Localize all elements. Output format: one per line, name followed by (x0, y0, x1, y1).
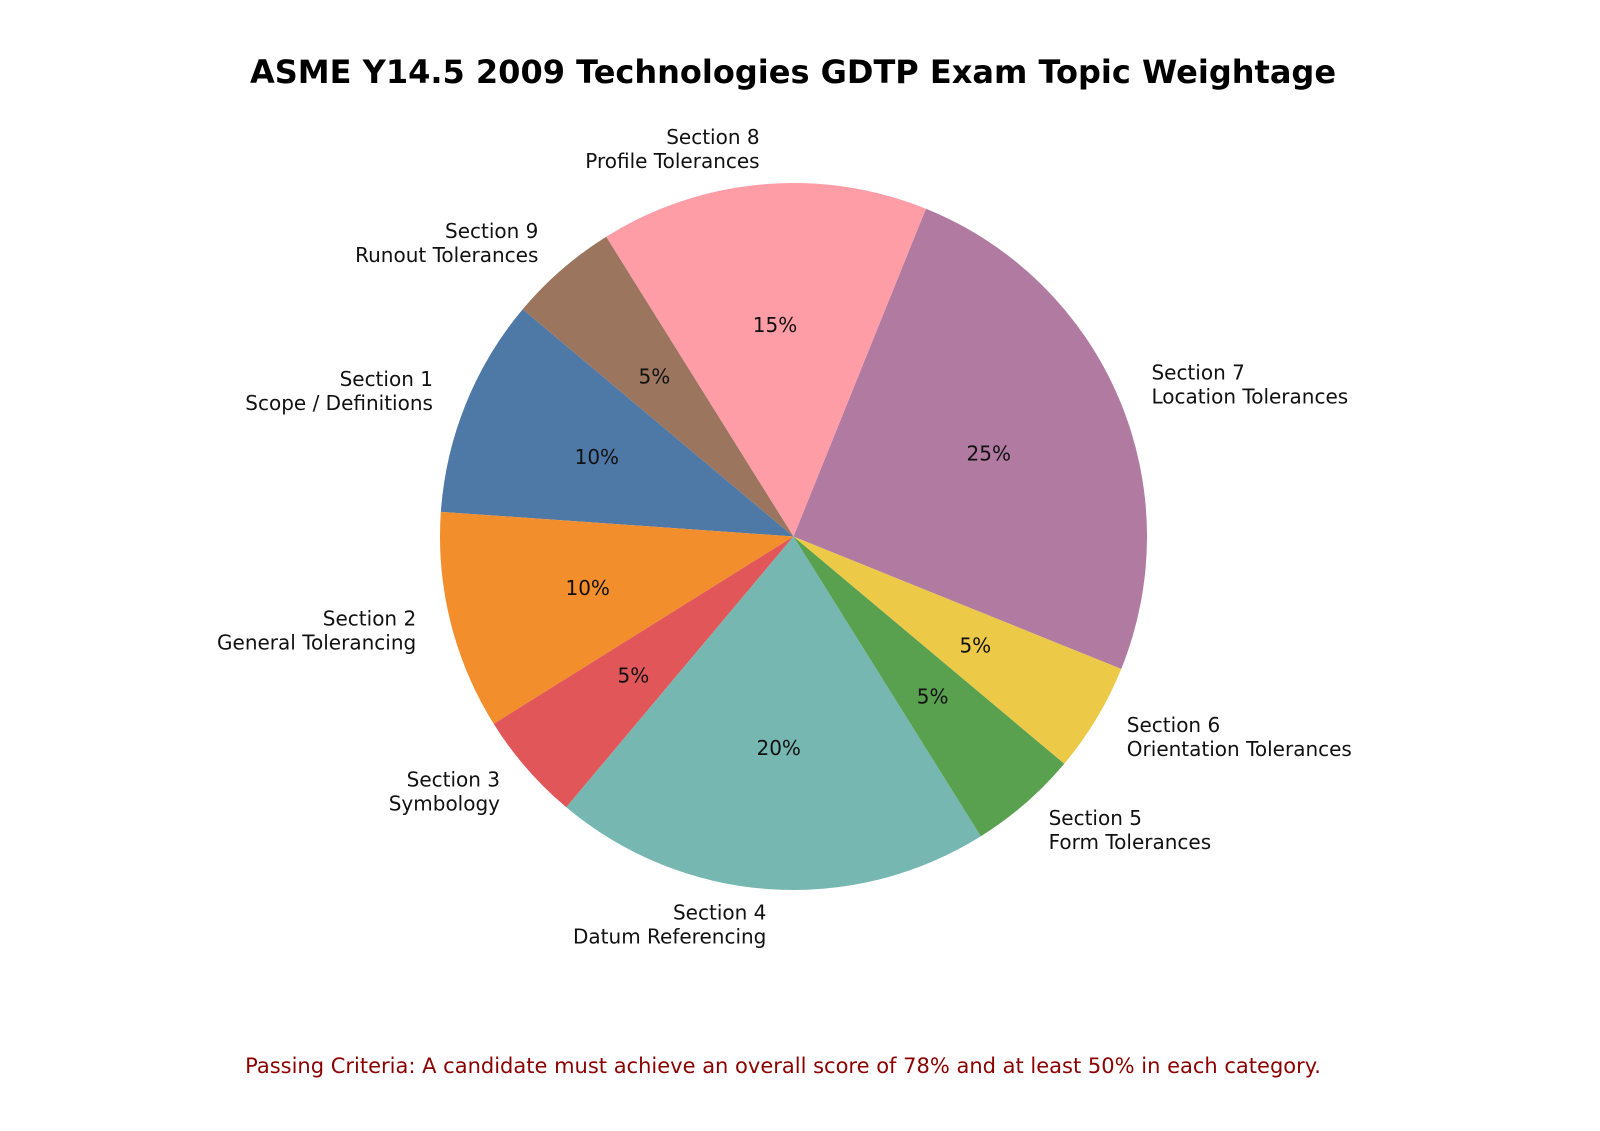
pie-pct-label-3: 5% (618, 664, 650, 688)
pie-category-label-5: Section 5 Form Tolerances (1049, 806, 1212, 854)
pie-slice-3 (493, 536, 794, 808)
pie-pct-label-5: 5% (917, 685, 949, 709)
pie-slice-6 (793, 536, 1122, 764)
passing-criteria-note: Passing Criteria: A candidate must achie… (245, 1054, 1321, 1078)
pie-category-label-1: Section 1 Scope / Definitions (245, 367, 433, 415)
pie-slice-1 (440, 309, 794, 537)
pie-slices (440, 183, 1147, 890)
pie-slice-9 (522, 236, 794, 537)
pie-slice-8 (606, 183, 926, 537)
pie-slice-7 (793, 208, 1147, 669)
pie-category-label-6: Section 6 Orientation Tolerances (1127, 713, 1352, 761)
pie-pct-label-9: 5% (638, 364, 670, 388)
pie-pct-label-8: 15% (753, 313, 797, 337)
pie-category-label-2: Section 2 General Tolerancing (217, 607, 416, 655)
pie-slice-4 (566, 536, 981, 890)
chart-title: ASME Y14.5 2009 Technologies GDTP Exam T… (250, 53, 1336, 91)
pie-pct-label-4: 20% (756, 736, 800, 760)
pie-category-label-3: Section 3 Symbology (389, 768, 500, 816)
pie-pct-label-6: 5% (959, 634, 991, 658)
pie-category-label-4: Section 4 Datum Referencing (573, 900, 766, 948)
pie-pct-label-2: 10% (565, 576, 609, 600)
pie-slice-5 (793, 536, 1065, 837)
pie-slice-2 (440, 511, 794, 724)
pie-pct-label-7: 25% (967, 442, 1011, 466)
pie-category-label-9: Section 9 Runout Tolerances (355, 219, 538, 267)
pie-labels: 10% Section 1 Scope / Definitions 10% Sectio… (217, 125, 1352, 948)
pie-category-label-7: Section 7 Location Tolerances (1151, 361, 1348, 409)
pie-pct-label-1: 10% (575, 445, 619, 469)
pie-category-label-8: Section 8 Profile Tolerances (585, 125, 759, 173)
